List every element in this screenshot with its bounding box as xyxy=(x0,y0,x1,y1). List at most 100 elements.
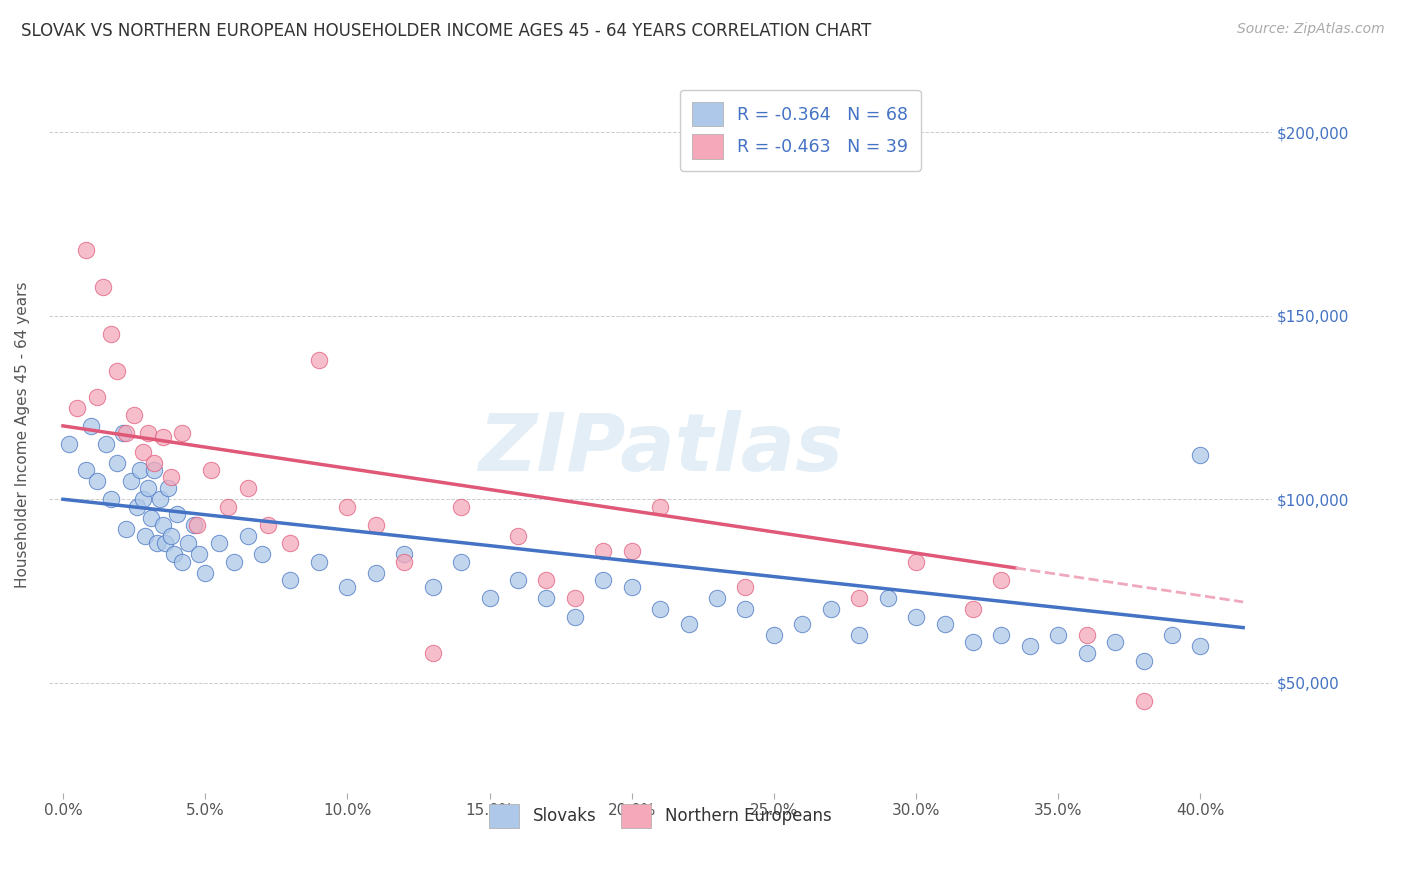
Point xyxy=(139,510,162,524)
Point xyxy=(1189,639,1212,653)
Point xyxy=(536,573,558,587)
Point xyxy=(536,591,558,606)
Text: SLOVAK VS NORTHERN EUROPEAN HOUSEHOLDER INCOME AGES 45 - 64 YEARS CORRELATION CH: SLOVAK VS NORTHERN EUROPEAN HOUSEHOLDER … xyxy=(21,22,872,40)
Point xyxy=(506,529,529,543)
Point xyxy=(392,547,415,561)
Point xyxy=(75,463,97,477)
Point xyxy=(506,573,529,587)
Point xyxy=(422,646,444,660)
Point xyxy=(905,609,928,624)
Point xyxy=(734,580,756,594)
Point xyxy=(734,602,756,616)
Point xyxy=(131,444,153,458)
Point xyxy=(280,536,302,550)
Point xyxy=(392,555,415,569)
Point xyxy=(820,602,842,616)
Point xyxy=(706,591,728,606)
Point xyxy=(792,616,814,631)
Point xyxy=(172,555,194,569)
Point xyxy=(1076,646,1098,660)
Point xyxy=(146,536,169,550)
Point xyxy=(163,547,186,561)
Point xyxy=(364,566,387,580)
Point xyxy=(105,456,128,470)
Point xyxy=(222,555,245,569)
Point xyxy=(75,243,97,257)
Point xyxy=(592,573,614,587)
Point xyxy=(131,492,153,507)
Point xyxy=(962,635,984,649)
Point xyxy=(250,547,273,561)
Point xyxy=(592,543,614,558)
Point xyxy=(1018,639,1040,653)
Point xyxy=(236,529,259,543)
Point xyxy=(308,555,330,569)
Point xyxy=(94,437,117,451)
Point xyxy=(962,602,984,616)
Point xyxy=(143,463,166,477)
Point xyxy=(177,536,200,550)
Point xyxy=(990,628,1012,642)
Point xyxy=(152,430,174,444)
Point xyxy=(422,580,444,594)
Point xyxy=(650,602,672,616)
Point xyxy=(848,628,870,642)
Point xyxy=(86,390,108,404)
Point xyxy=(120,474,142,488)
Point xyxy=(172,426,194,441)
Point xyxy=(91,279,114,293)
Point xyxy=(564,609,586,624)
Point xyxy=(478,591,501,606)
Point xyxy=(114,426,136,441)
Point xyxy=(256,517,278,532)
Text: ZIPatlas: ZIPatlas xyxy=(478,410,842,488)
Point xyxy=(450,500,472,514)
Point xyxy=(136,426,159,441)
Point xyxy=(564,591,586,606)
Point xyxy=(1047,628,1070,642)
Point xyxy=(905,555,928,569)
Point xyxy=(80,418,103,433)
Point xyxy=(114,522,136,536)
Point xyxy=(58,437,80,451)
Point xyxy=(336,500,359,514)
Point xyxy=(1189,448,1212,462)
Point xyxy=(934,616,956,631)
Point xyxy=(66,401,89,415)
Point xyxy=(217,500,239,514)
Point xyxy=(155,536,177,550)
Point xyxy=(1104,635,1126,649)
Point xyxy=(86,474,108,488)
Point xyxy=(166,507,188,521)
Point xyxy=(100,492,122,507)
Point xyxy=(111,426,134,441)
Point xyxy=(762,628,785,642)
Point xyxy=(105,364,128,378)
Point xyxy=(200,463,222,477)
Point xyxy=(157,481,180,495)
Point xyxy=(650,500,672,514)
Y-axis label: Householder Income Ages 45 - 64 years: Householder Income Ages 45 - 64 years xyxy=(15,282,30,589)
Point xyxy=(236,481,259,495)
Point xyxy=(152,517,174,532)
Point xyxy=(160,470,183,484)
Point xyxy=(1132,654,1154,668)
Point xyxy=(143,456,166,470)
Point xyxy=(100,327,122,342)
Point xyxy=(876,591,898,606)
Point xyxy=(848,591,870,606)
Point xyxy=(364,517,387,532)
Point xyxy=(308,352,330,367)
Point xyxy=(336,580,359,594)
Point xyxy=(1076,628,1098,642)
Point xyxy=(194,566,217,580)
Point xyxy=(134,529,156,543)
Point xyxy=(678,616,700,631)
Point xyxy=(125,500,148,514)
Point xyxy=(208,536,231,550)
Point xyxy=(620,580,643,594)
Point xyxy=(122,408,145,422)
Point xyxy=(1132,694,1154,708)
Point xyxy=(186,517,208,532)
Legend: Slovaks, Northern Europeans: Slovaks, Northern Europeans xyxy=(482,797,838,834)
